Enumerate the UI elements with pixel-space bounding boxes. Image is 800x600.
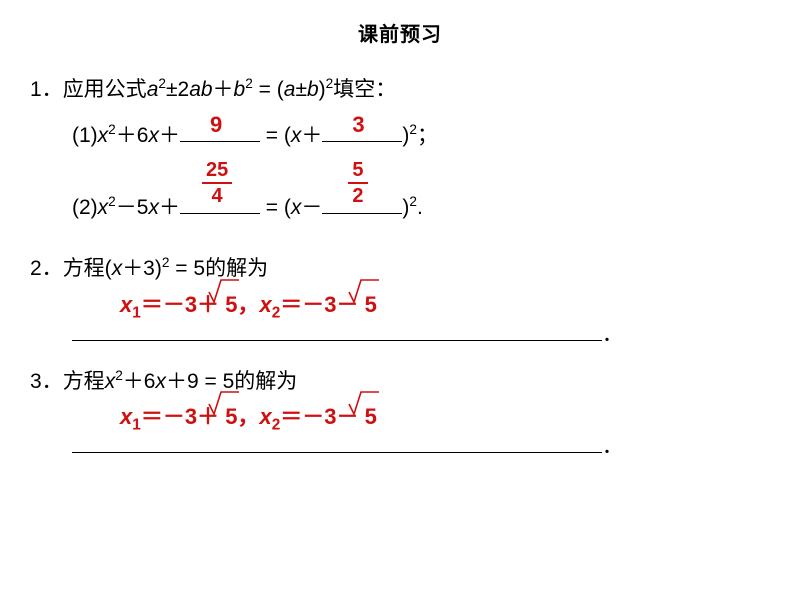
q1-label: 1． <box>30 78 63 101</box>
question-1: 1．应用公式a2±2ab＋b2 = (a±b)2填空： (1)x2＋6x＋ 9 … <box>30 75 770 224</box>
q1p1-mid: = (x＋ <box>260 124 322 147</box>
blank-1a: 9 <box>180 118 260 142</box>
question-2: 2．方程(x＋3)2 = 5的解为 x1＝－3＋ 5，x2＝－3－ 5 ． <box>30 254 770 349</box>
page-title: 课前预习 <box>0 0 800 47</box>
content-area: 1．应用公式a2±2ab＋b2 = (a±b)2填空： (1)x2＋6x＋ 9 … <box>0 47 800 462</box>
q2-label: 2． <box>30 257 63 280</box>
blank-1b: 3 <box>322 118 402 142</box>
q1p1-label: (1) <box>72 124 98 147</box>
q1-stem-b: 填空： <box>333 78 396 101</box>
blank-2b: 5 2 <box>322 190 402 214</box>
blank-q2 <box>72 317 602 341</box>
question-3: 3．方程x2＋6x＋9 = 5的解为 x1＝－3＋ 5，x2＝－3－ 5 ． <box>30 367 770 462</box>
q1-stem-a: 应用公式 <box>63 78 147 101</box>
answer-2b-frac: 5 2 <box>348 160 367 206</box>
blank-2a: 25 4 <box>180 190 260 214</box>
answer-1a: 9 <box>210 110 222 141</box>
q1-formula-a: a <box>147 78 159 101</box>
answer-1b: 3 <box>352 110 364 141</box>
q1p2-label: (2) <box>72 196 98 219</box>
q3-label: 3． <box>30 370 63 393</box>
blank-q3 <box>72 429 602 453</box>
answer-2a-frac: 25 4 <box>202 160 232 206</box>
